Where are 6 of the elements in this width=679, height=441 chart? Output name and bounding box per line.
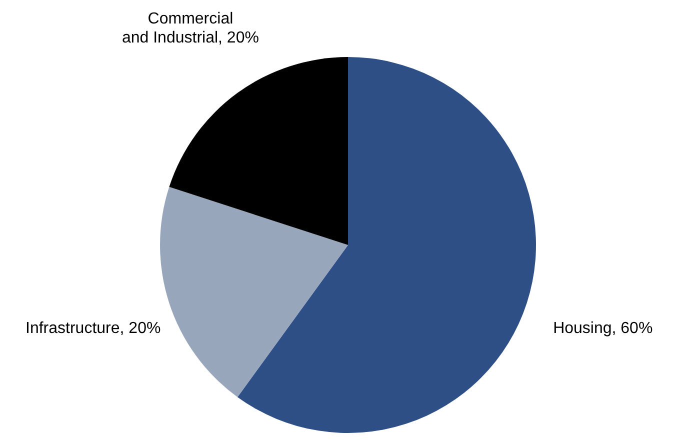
slice-label: Infrastructure, 20%: [26, 319, 161, 336]
pie-slice: [169, 57, 348, 245]
slice-label: Commercial and Industrial, 20%: [122, 10, 259, 46]
pie-slice: [160, 186, 348, 398]
pie-slice: [237, 57, 536, 433]
slice-label: Housing, 60%: [553, 319, 653, 336]
